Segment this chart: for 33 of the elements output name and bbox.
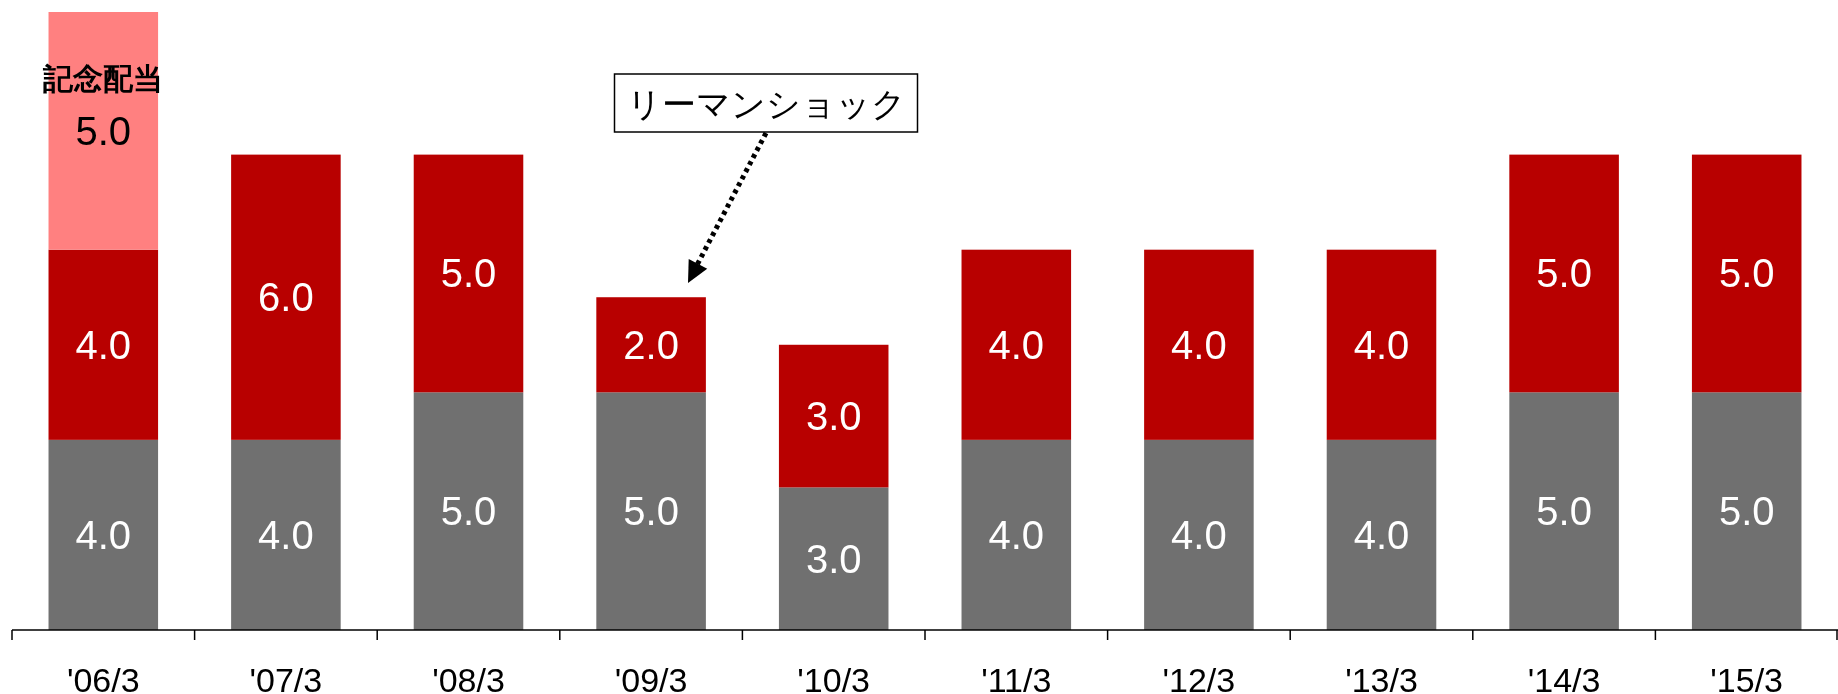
data-label: 5.0 xyxy=(1718,251,1775,296)
x-tick-label: '07/3 xyxy=(249,661,323,694)
x-tick-label: '14/3 xyxy=(1527,661,1601,694)
data-label: 4.0 xyxy=(75,512,132,557)
x-tick-label: '08/3 xyxy=(432,661,505,694)
annotation: リーマンショック xyxy=(626,85,906,123)
data-label: 4.0 xyxy=(1353,322,1410,367)
data-label: 5.0 xyxy=(1536,489,1592,534)
data-label: 5.0 xyxy=(440,489,497,534)
data-label: 4.0 xyxy=(1171,512,1227,557)
data-label: 6.0 xyxy=(258,275,314,320)
series-label: 記念配当 xyxy=(42,61,164,95)
data-label: 4.0 xyxy=(75,322,132,367)
x-tick-label: '15/3 xyxy=(1710,661,1784,694)
data-label: 4.0 xyxy=(1353,512,1410,557)
data-label: 5.0 xyxy=(75,108,132,153)
data-label: 3.0 xyxy=(805,536,862,581)
data-label: 4.0 xyxy=(988,512,1045,557)
data-label: 4.0 xyxy=(258,512,314,557)
data-label: 5.0 xyxy=(1536,251,1592,296)
data-label: 4.0 xyxy=(988,322,1045,367)
data-label: 5.0 xyxy=(623,489,679,534)
x-tick-label: '09/3 xyxy=(614,661,688,694)
x-tick-label: '13/3 xyxy=(1345,661,1418,694)
x-tick-label: '12/3 xyxy=(1162,661,1236,694)
data-label: 5.0 xyxy=(1718,489,1775,534)
data-label: 5.0 xyxy=(440,251,497,296)
data-label: 4.0 xyxy=(1171,322,1227,367)
x-tick-label: '11/3 xyxy=(981,661,1052,694)
x-tick-label: '10/3 xyxy=(797,661,871,694)
data-label: 3.0 xyxy=(805,394,862,439)
x-tick-label: '06/3 xyxy=(66,661,140,694)
data-label: 2.0 xyxy=(623,322,679,367)
